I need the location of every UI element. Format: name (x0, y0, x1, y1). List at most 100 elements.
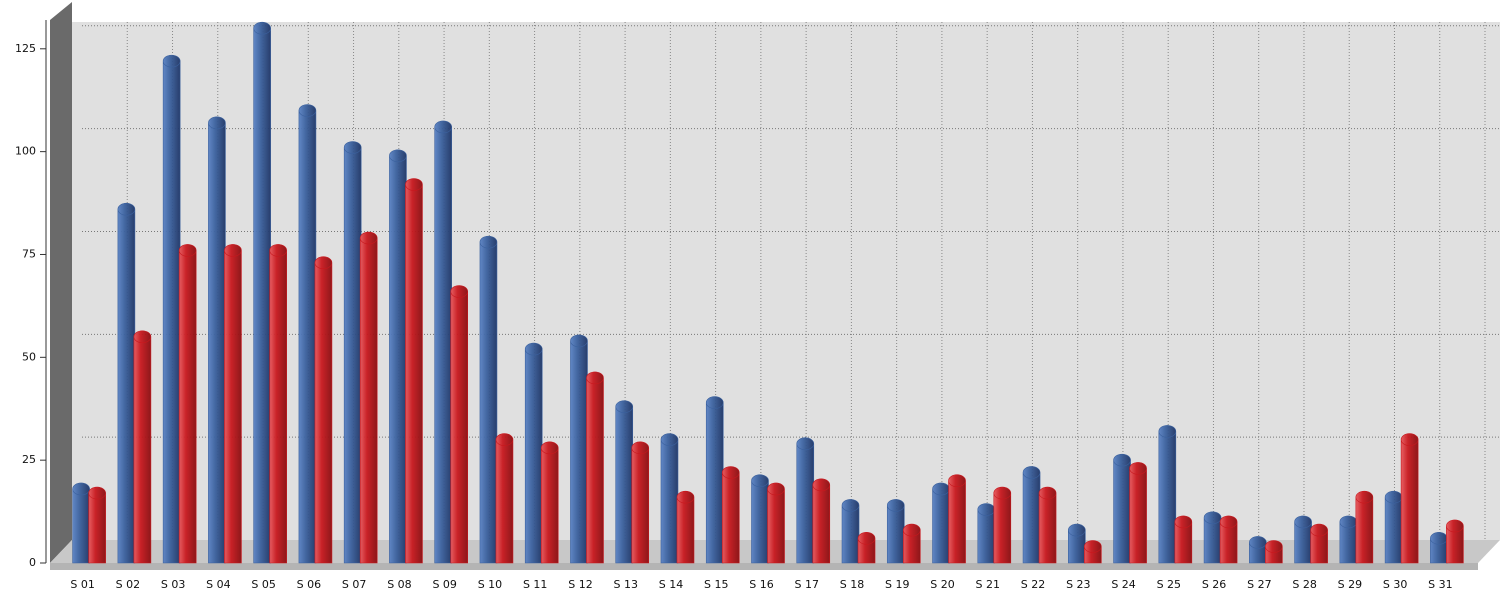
bar (298, 104, 317, 564)
x-tick-label: S 26 (1202, 578, 1226, 591)
x-tick-label: S 05 (251, 578, 275, 591)
x-tick-label: S 07 (342, 578, 366, 591)
y-tick-label: 75 (22, 247, 36, 260)
x-tick-label: S 21 (976, 578, 1000, 591)
x-tick-label: S 28 (1292, 578, 1316, 591)
bar (1249, 536, 1267, 564)
bar (269, 244, 287, 564)
bar (117, 202, 136, 564)
left-wall (50, 2, 72, 563)
bar (721, 466, 740, 564)
x-tick-label: S 10 (478, 578, 502, 591)
bar (434, 120, 452, 564)
x-tick-label: S 15 (704, 578, 728, 591)
bar (660, 433, 679, 564)
bar (314, 256, 333, 564)
x-tick-label: S 03 (161, 578, 185, 591)
bar (1022, 466, 1041, 564)
bar (1310, 523, 1328, 564)
y-tick-label: 25 (22, 453, 36, 466)
x-tick-label: S 02 (116, 578, 140, 591)
bar (359, 231, 378, 564)
bar (1294, 515, 1312, 564)
bar (1129, 462, 1147, 564)
x-tick-label: S 14 (659, 578, 683, 591)
x-tick-label: S 27 (1247, 578, 1271, 591)
bar (857, 532, 876, 564)
bar (389, 149, 407, 564)
bar (405, 178, 423, 564)
x-tick-label: S 11 (523, 578, 547, 591)
y-tick-label: 50 (22, 350, 36, 363)
x-tick-label: S 22 (1021, 578, 1045, 591)
bar (841, 499, 860, 564)
x-tick-label: S 24 (1111, 578, 1135, 591)
bar (450, 285, 468, 564)
x-tick-label: S 19 (885, 578, 909, 591)
bar (88, 486, 106, 564)
y-tick-label: 0 (29, 556, 36, 569)
bar (977, 503, 996, 564)
x-tick-label: S 12 (568, 578, 592, 591)
bar (812, 478, 831, 564)
x-tick-label: S 23 (1066, 578, 1090, 591)
x-tick-label: S 18 (840, 578, 864, 591)
bar (224, 244, 242, 564)
bar (1265, 540, 1283, 564)
bar (343, 141, 362, 564)
x-tick-label: S 06 (297, 578, 321, 591)
bar (1084, 540, 1102, 564)
bar (751, 474, 769, 564)
x-tick-label: S 09 (432, 578, 456, 591)
bar (1339, 515, 1358, 564)
x-tick-label: S 01 (70, 578, 94, 591)
x-tick-label: S 17 (795, 578, 819, 591)
bar (1203, 511, 1222, 564)
x-tick-label: S 25 (1157, 578, 1181, 591)
bar (886, 499, 905, 564)
bar (495, 433, 514, 564)
x-tick-label: S 31 (1428, 578, 1452, 591)
bar (1384, 490, 1403, 564)
bar (479, 235, 498, 564)
bar (72, 482, 90, 564)
back-wall (72, 22, 1500, 540)
bar (1219, 515, 1238, 564)
bar (993, 486, 1012, 564)
bar (1430, 532, 1448, 564)
bar (586, 371, 604, 564)
x-tick-label: S 04 (206, 578, 230, 591)
bar (796, 437, 815, 564)
bar (676, 490, 695, 564)
x-tick-label: S 30 (1383, 578, 1407, 591)
x-tick-label: S 20 (930, 578, 954, 591)
bar (1174, 515, 1193, 564)
bar (1068, 523, 1086, 564)
x-tick-label: S 16 (749, 578, 773, 591)
bar (1400, 433, 1419, 564)
bar (932, 482, 950, 564)
bar (253, 21, 271, 564)
bar (570, 334, 588, 564)
floor-edge (50, 563, 1478, 570)
bar (208, 116, 226, 564)
bar (162, 54, 181, 564)
bar (1038, 486, 1057, 564)
bar (631, 441, 650, 564)
bar (1158, 425, 1177, 564)
bar (948, 474, 966, 564)
bar (133, 330, 152, 564)
bar (524, 342, 543, 564)
bar (767, 482, 785, 564)
x-tick-label: S 13 (613, 578, 637, 591)
bar (1446, 519, 1464, 564)
bar (1355, 490, 1374, 564)
bar (540, 441, 559, 564)
y-tick-label: 125 (15, 42, 36, 55)
bar (902, 523, 921, 564)
bar (1113, 453, 1131, 564)
bar (178, 244, 197, 564)
x-tick-label: S 29 (1338, 578, 1362, 591)
y-tick-label: 100 (15, 145, 36, 158)
